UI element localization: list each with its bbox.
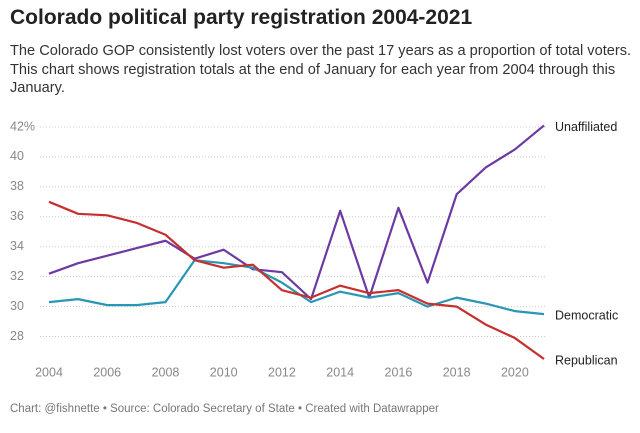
line — [48, 259, 545, 316]
x-tick-label: 2010 — [210, 365, 238, 379]
y-tick-label: 34 — [10, 239, 24, 253]
y-tick-label: 30 — [10, 299, 24, 313]
x-tick-label: 2006 — [93, 365, 121, 379]
chart-subtitle: The Colorado GOP consistently lost voter… — [10, 43, 632, 96]
x-tick-label: 2008 — [152, 365, 180, 379]
x-tick-label: 2014 — [326, 365, 354, 379]
y-tick-label: 42% — [10, 119, 35, 133]
x-tick-label: 2020 — [501, 365, 529, 379]
line — [48, 124, 545, 301]
line — [48, 200, 545, 360]
x-tick-label: 2016 — [385, 365, 413, 379]
y-tick-label: 38 — [10, 179, 24, 193]
x-tick-label: 2012 — [268, 365, 296, 379]
series-label: Unaffiliated — [555, 120, 617, 134]
x-tick-label: 2018 — [443, 365, 471, 379]
series-label: Democratic — [555, 308, 618, 322]
chart-footer: Chart: @fishnette • Source: Colorado Sec… — [10, 403, 439, 415]
y-tick-label: 28 — [10, 329, 24, 343]
chart-title: Colorado political party registration 20… — [10, 6, 473, 29]
chart: 28 30 32 34 36 38 40 42% 2004 2006 2008 2010 2012 201… — [10, 119, 618, 379]
x-tick-label: 2004 — [35, 365, 63, 379]
y-tick-label: 40 — [10, 149, 24, 163]
y-tick-label: 32 — [10, 269, 24, 283]
y-tick-label: 36 — [10, 209, 24, 223]
series-label: Republican — [555, 353, 618, 367]
